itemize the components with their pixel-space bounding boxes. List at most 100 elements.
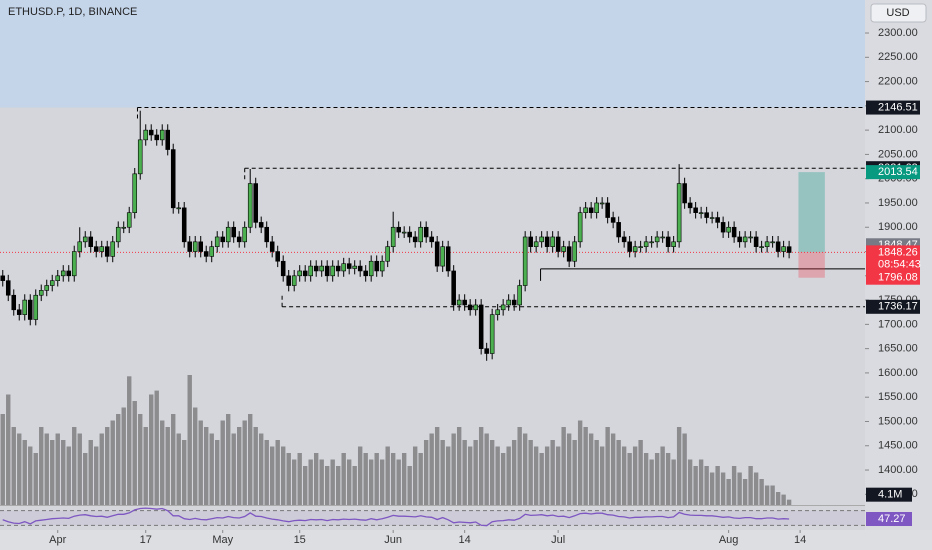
volume-bar: [407, 466, 412, 505]
volume-bar: [682, 433, 687, 505]
volume-bar: [182, 440, 187, 505]
candle-body: [33, 294, 39, 320]
candle-body: [148, 129, 154, 136]
x-tick-label: Apr: [49, 534, 66, 546]
candle-body: [368, 260, 374, 277]
candle-body: [643, 241, 649, 247]
y-tick-label: 1500.00: [878, 415, 918, 427]
candle-body: [709, 217, 715, 219]
candle-body: [748, 236, 753, 239]
candle-body: [621, 236, 627, 243]
volume-bar: [638, 440, 643, 505]
candle-body: [665, 236, 671, 247]
candle-body: [291, 275, 297, 286]
candle-body: [286, 275, 291, 286]
y-tick-label: 2250.00: [878, 51, 918, 63]
candle-body: [242, 226, 247, 243]
candle-body: [253, 183, 258, 223]
volume-bar: [698, 459, 704, 505]
x-tick-label: Jun: [384, 534, 402, 546]
volume-bar: [429, 433, 434, 505]
volume-bar: [368, 459, 374, 505]
volume-bar: [770, 485, 775, 505]
candle-body: [198, 241, 203, 252]
candle-body: [275, 251, 280, 262]
volume-bar: [632, 446, 638, 505]
volume-bar: [209, 433, 214, 505]
volume-bar: [374, 453, 379, 505]
y-tick-label: 2050.00: [878, 148, 918, 160]
volume-bar: [363, 453, 368, 505]
candle-body: [264, 226, 269, 243]
volume-bar: [77, 433, 82, 505]
x-tick-label: 17: [140, 534, 152, 546]
last-price-label: 1848.26: [878, 246, 918, 258]
candle-body: [687, 202, 693, 209]
candle-body: [357, 265, 363, 272]
candle-body: [522, 236, 528, 286]
volume-bar: [720, 472, 726, 505]
y-tick-label: 2100.00: [878, 124, 918, 136]
volume-bar: [302, 466, 308, 505]
y-tick-label: 1950.00: [878, 197, 918, 209]
volume-bar: [17, 433, 22, 505]
candle-body: [38, 290, 44, 296]
plot-layer: [0, 0, 865, 527]
volume-bar: [588, 433, 594, 505]
candle-body: [467, 304, 473, 311]
volume-bar: [506, 446, 511, 505]
volume-bar: [116, 414, 121, 505]
axis-layer: 1350.001400.001450.001500.001550.001600.…: [49, 27, 921, 546]
candle-body: [88, 236, 94, 247]
candle-body: [176, 207, 181, 210]
volume-bar: [759, 479, 764, 505]
volume-bar: [61, 440, 66, 505]
candle-body: [577, 212, 583, 243]
candle-body: [0, 275, 6, 281]
candle-body: [313, 265, 319, 272]
volume-bar: [561, 427, 566, 505]
candle-body: [412, 236, 418, 243]
volume-bar: [291, 459, 297, 505]
volume-bar: [341, 453, 346, 505]
target-zone: [798, 172, 825, 253]
candle-body: [192, 241, 198, 252]
candle-body: [247, 183, 253, 228]
candle-body: [704, 212, 709, 218]
rsi-label: 47.27: [878, 513, 906, 525]
volume-bar: [88, 440, 93, 505]
volume-bar: [44, 433, 49, 505]
candle-body: [11, 294, 17, 311]
volume-label-box: [866, 487, 912, 502]
candle-body: [385, 246, 390, 262]
volume-bar: [132, 401, 137, 505]
candle-body: [27, 299, 33, 320]
time-axis: [0, 530, 932, 550]
candle-body: [462, 299, 467, 306]
volume-bar: [440, 440, 445, 505]
candle-body: [115, 226, 121, 243]
candle-body: [104, 246, 110, 257]
candle-body: [599, 202, 605, 205]
candle-body: [126, 212, 132, 228]
volume-bar: [121, 407, 126, 505]
volume-bar: [379, 459, 385, 505]
currency[interactable]: USD: [886, 7, 909, 19]
rsi-line: [2, 507, 790, 527]
volume-bar: [231, 433, 236, 505]
candle-body: [649, 241, 654, 244]
candle-body: [500, 304, 506, 311]
volume-bar: [434, 427, 440, 505]
currency-button[interactable]: [870, 3, 927, 23]
volume-bar: [687, 459, 693, 505]
y-tick-label: 1900.00: [878, 221, 918, 233]
candle-body: [528, 236, 533, 247]
volume-bar: [237, 427, 242, 505]
candle-body: [445, 246, 451, 272]
candle-body: [93, 246, 99, 252]
volume-bar: [313, 453, 319, 505]
volume-bar: [709, 472, 715, 505]
volume-bar: [204, 427, 209, 505]
candle-body: [693, 207, 698, 213]
candle-body: [418, 226, 423, 243]
